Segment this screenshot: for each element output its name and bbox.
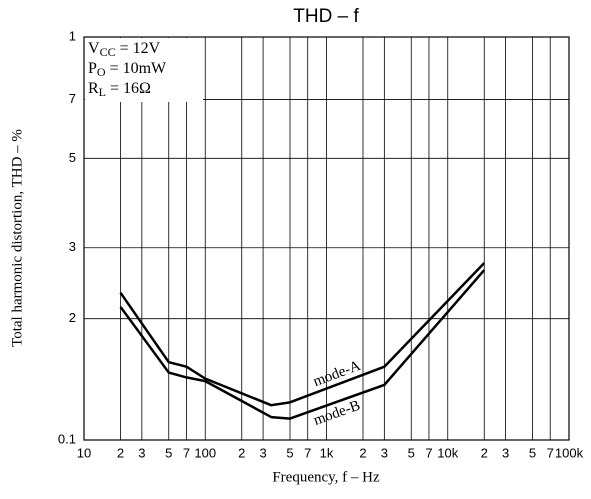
x-tick-label: 2 [238,445,245,460]
x-tick-label: 5 [408,445,415,460]
y-tick-label: 3 [69,239,76,254]
condition-value: = 12V [116,40,161,57]
condition-subscript: L [99,85,106,99]
x-tick-label: 3 [502,445,509,460]
x-tick-label: 7 [183,445,190,460]
y-tick-label: 7 [69,91,76,106]
condition-subscript: CC [100,45,116,59]
x-tick-label: 1k [320,445,334,460]
condition-value: = 10mW [106,60,167,77]
x-tick-label: 5 [286,445,293,460]
x-tick-label: 7 [547,445,554,460]
y-tick-label: 5 [69,150,76,165]
y-tick-label: 1 [69,28,76,43]
y-tick-label: 2 [69,310,76,325]
x-tick-label: 2 [481,445,488,460]
x-tick-label: 100k [555,445,584,460]
x-tick-label: 7 [304,445,311,460]
chart-title: THD – f [293,6,359,27]
x-tick-label: 2 [359,445,366,460]
y-tick-label: 0.1 [58,431,76,446]
condition-symbol: V [88,40,100,57]
y-axis-label: Total harmonic distortion, THD – % [9,129,25,347]
condition: RL = 16Ω [88,80,151,99]
x-axis-label: Frequency, f – Hz [272,469,380,485]
conditions-box [85,38,203,102]
x-tick-label: 2 [117,445,124,460]
condition-subscript: O [97,65,106,79]
x-tick-label: 100 [194,445,216,460]
condition: PO = 10mW [88,60,167,79]
condition-value: = 16Ω [106,80,151,97]
x-tick-label: 5 [529,445,536,460]
condition-symbol: R [88,80,99,97]
x-tick-label: 3 [138,445,145,460]
x-tick-label: 5 [165,445,172,460]
condition-symbol: P [88,60,97,77]
x-tick-label: 10 [77,445,91,460]
x-tick-label: 3 [259,445,266,460]
x-tick-label: 7 [425,445,432,460]
condition: VCC = 12V [88,40,161,59]
x-tick-label: 10k [437,445,458,460]
series-line [119,269,486,420]
series-line [119,262,486,407]
x-tick-label: 3 [381,445,388,460]
